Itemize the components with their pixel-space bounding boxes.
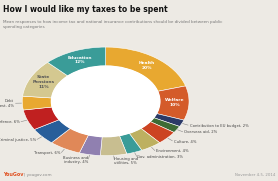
Circle shape <box>51 66 160 137</box>
Text: November 4-5, 2014: November 4-5, 2014 <box>235 173 275 177</box>
Wedge shape <box>119 133 142 154</box>
Wedge shape <box>23 107 59 130</box>
Wedge shape <box>154 113 184 127</box>
Text: Defence, 6%: Defence, 6% <box>0 120 19 124</box>
Text: Culture, 4%: Culture, 4% <box>173 140 196 144</box>
Text: Overseas aid, 2%: Overseas aid, 2% <box>184 130 217 134</box>
Text: Business and
industry, 4%: Business and industry, 4% <box>63 156 88 164</box>
Wedge shape <box>129 128 160 150</box>
Wedge shape <box>79 135 102 155</box>
Text: | yougov.com: | yougov.com <box>24 173 51 177</box>
Wedge shape <box>100 136 127 156</box>
Text: Health
20%: Health 20% <box>139 61 155 70</box>
Text: Education
12%: Education 12% <box>68 56 92 64</box>
Wedge shape <box>48 47 106 76</box>
Text: Welfare
10%: Welfare 10% <box>165 98 184 107</box>
Wedge shape <box>106 47 186 91</box>
Wedge shape <box>22 96 52 110</box>
Wedge shape <box>150 118 180 132</box>
Text: Criminal justice, 5%: Criminal justice, 5% <box>0 138 36 142</box>
Text: Transport, 6%: Transport, 6% <box>34 151 61 155</box>
Text: State
Pensions
11%: State Pensions 11% <box>33 75 55 89</box>
Text: Environment, 4%: Environment, 4% <box>156 150 188 153</box>
Wedge shape <box>141 122 174 143</box>
Text: How I would like my taxes to be spent: How I would like my taxes to be spent <box>3 5 167 14</box>
Text: Contribution to EU budget, 2%: Contribution to EU budget, 2% <box>190 124 248 128</box>
Wedge shape <box>23 62 68 98</box>
Text: Mean responses to how income tax and national insurance contributions should be : Mean responses to how income tax and nat… <box>3 20 222 29</box>
Wedge shape <box>157 86 189 120</box>
Text: Housing and
utilities, 5%: Housing and utilities, 5% <box>115 157 138 165</box>
Text: Debt
Interest, 4%: Debt Interest, 4% <box>0 99 14 108</box>
Text: Gov. administration, 3%: Gov. administration, 3% <box>137 155 183 159</box>
Wedge shape <box>52 128 89 153</box>
Wedge shape <box>34 120 71 143</box>
Text: YouGov: YouGov <box>3 172 23 177</box>
